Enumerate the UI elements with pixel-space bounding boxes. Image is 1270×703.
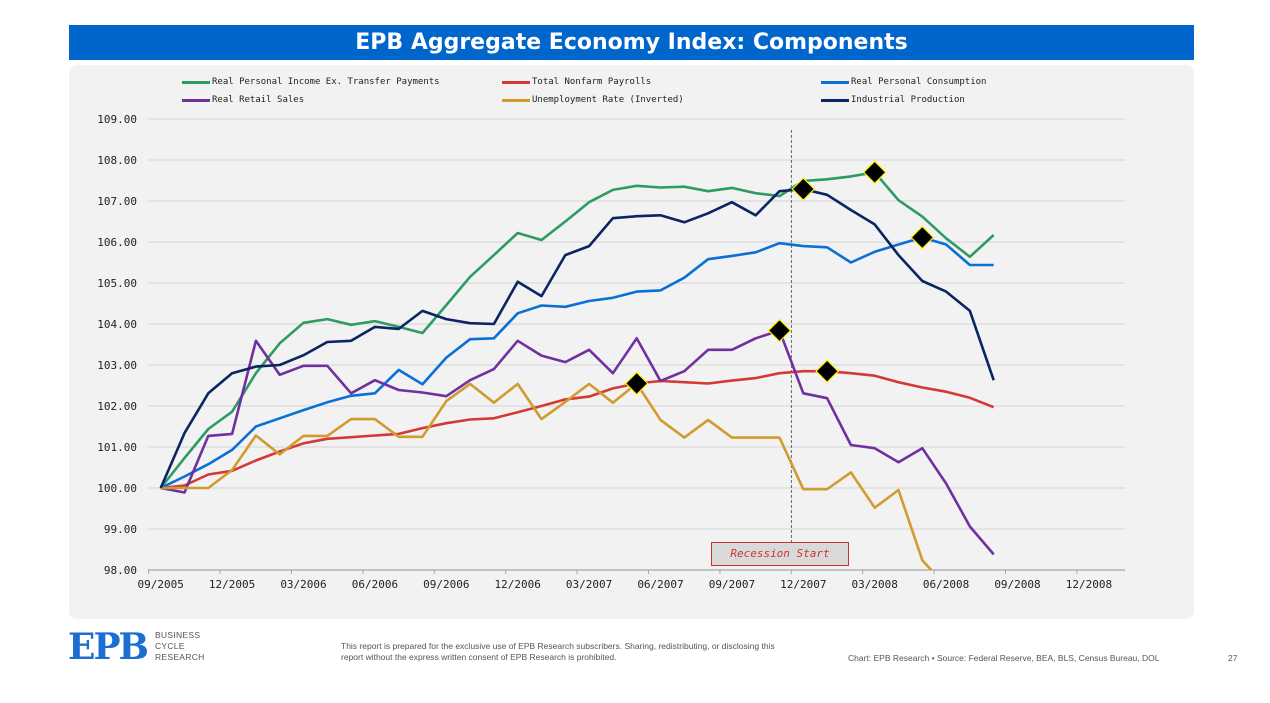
peak-marker: [767, 318, 792, 343]
series-line-0: [159, 171, 995, 489]
series-line-4: [160, 382, 933, 570]
y-tick-label: 98.00: [104, 564, 137, 577]
x-tick-label: 03/2007: [566, 578, 612, 591]
x-tick-label: 03/2008: [852, 578, 898, 591]
legend-item: Total Nonfarm Payrolls: [502, 77, 651, 87]
peak-marker: [791, 177, 816, 201]
x-tick-label: 09/2006: [423, 578, 469, 591]
legend-swatch: [502, 98, 530, 102]
peak-marker: [624, 371, 649, 396]
legend-item: Real Personal Income Ex. Transfer Paymen…: [182, 77, 440, 87]
x-tick-label: 09/2007: [709, 578, 755, 591]
logo-line: CYCLE: [154, 641, 185, 651]
y-tick-label: 108.00: [97, 154, 137, 167]
logo-line: RESEARCH: [154, 652, 205, 662]
chart-title: EPB Aggregate Economy Index: Components: [69, 25, 1194, 60]
legend-swatch: [182, 98, 210, 102]
y-tick-label: 107.00: [97, 195, 137, 208]
x-tick-label: 06/2006: [352, 578, 398, 591]
x-tick-label: 09/2008: [994, 578, 1040, 591]
series-line-5: [159, 187, 995, 489]
legend-label: Total Nonfarm Payrolls: [532, 77, 652, 87]
source-note: Chart: EPB Research • Source: Federal Re…: [848, 653, 1160, 663]
legend-label: Real Personal Income Ex. Transfer Paymen…: [212, 77, 440, 87]
legend-label: Real Personal Consumption: [851, 77, 987, 87]
disclaimer: This report is prepared for the exclusiv…: [341, 641, 775, 662]
y-tick-label: 103.00: [97, 359, 137, 372]
y-tick-label: 104.00: [97, 318, 137, 331]
legend-label: Real Retail Sales: [212, 95, 305, 105]
y-tick-label: 102.00: [97, 400, 137, 413]
legend-label: Unemployment Rate (Inverted): [532, 95, 684, 105]
peak-marker: [910, 225, 935, 250]
legend-item: Unemployment Rate (Inverted): [502, 95, 684, 105]
legend-item: Real Retail Sales: [182, 95, 304, 105]
legend-label: Industrial Production: [851, 95, 965, 105]
x-tick-label: 03/2006: [280, 578, 326, 591]
peak-marker: [815, 359, 839, 383]
series-line-1: [160, 369, 995, 490]
y-tick-label: 105.00: [97, 277, 137, 290]
legend-item: Industrial Production: [821, 95, 965, 105]
epb-logo: EPB BUSINESS CYCLE RESEARCH: [68, 625, 205, 668]
x-tick-label: 12/2005: [209, 578, 255, 591]
x-tick-label: 06/2008: [923, 578, 969, 591]
logo-mark: EPB: [68, 625, 149, 668]
y-tick-label: 100.00: [97, 482, 137, 495]
legend-swatch: [502, 80, 530, 84]
legend-swatch: [182, 80, 210, 84]
page-number: 27: [1228, 653, 1238, 663]
x-tick-label: 12/2007: [780, 578, 826, 591]
legend-swatch: [821, 98, 849, 102]
series-line-2: [160, 236, 994, 490]
y-tick-label: 106.00: [97, 236, 137, 249]
x-tick-label: 12/2008: [1066, 578, 1112, 591]
legend-swatch: [821, 80, 849, 84]
legend-item: Real Personal Consumption: [821, 77, 986, 87]
peak-marker: [862, 160, 887, 185]
y-tick-label: 109.00: [97, 113, 137, 126]
x-tick-label: 09/2005: [138, 578, 184, 591]
x-tick-label: 06/2007: [637, 578, 683, 591]
logo-line: BUSINESS: [154, 630, 201, 640]
x-tick-label: 12/2006: [495, 578, 541, 591]
y-tick-label: 99.00: [104, 523, 137, 536]
y-tick-label: 101.00: [97, 441, 137, 454]
recession-start-annotation: Recession Start: [711, 542, 849, 566]
series-line-3: [160, 329, 995, 556]
